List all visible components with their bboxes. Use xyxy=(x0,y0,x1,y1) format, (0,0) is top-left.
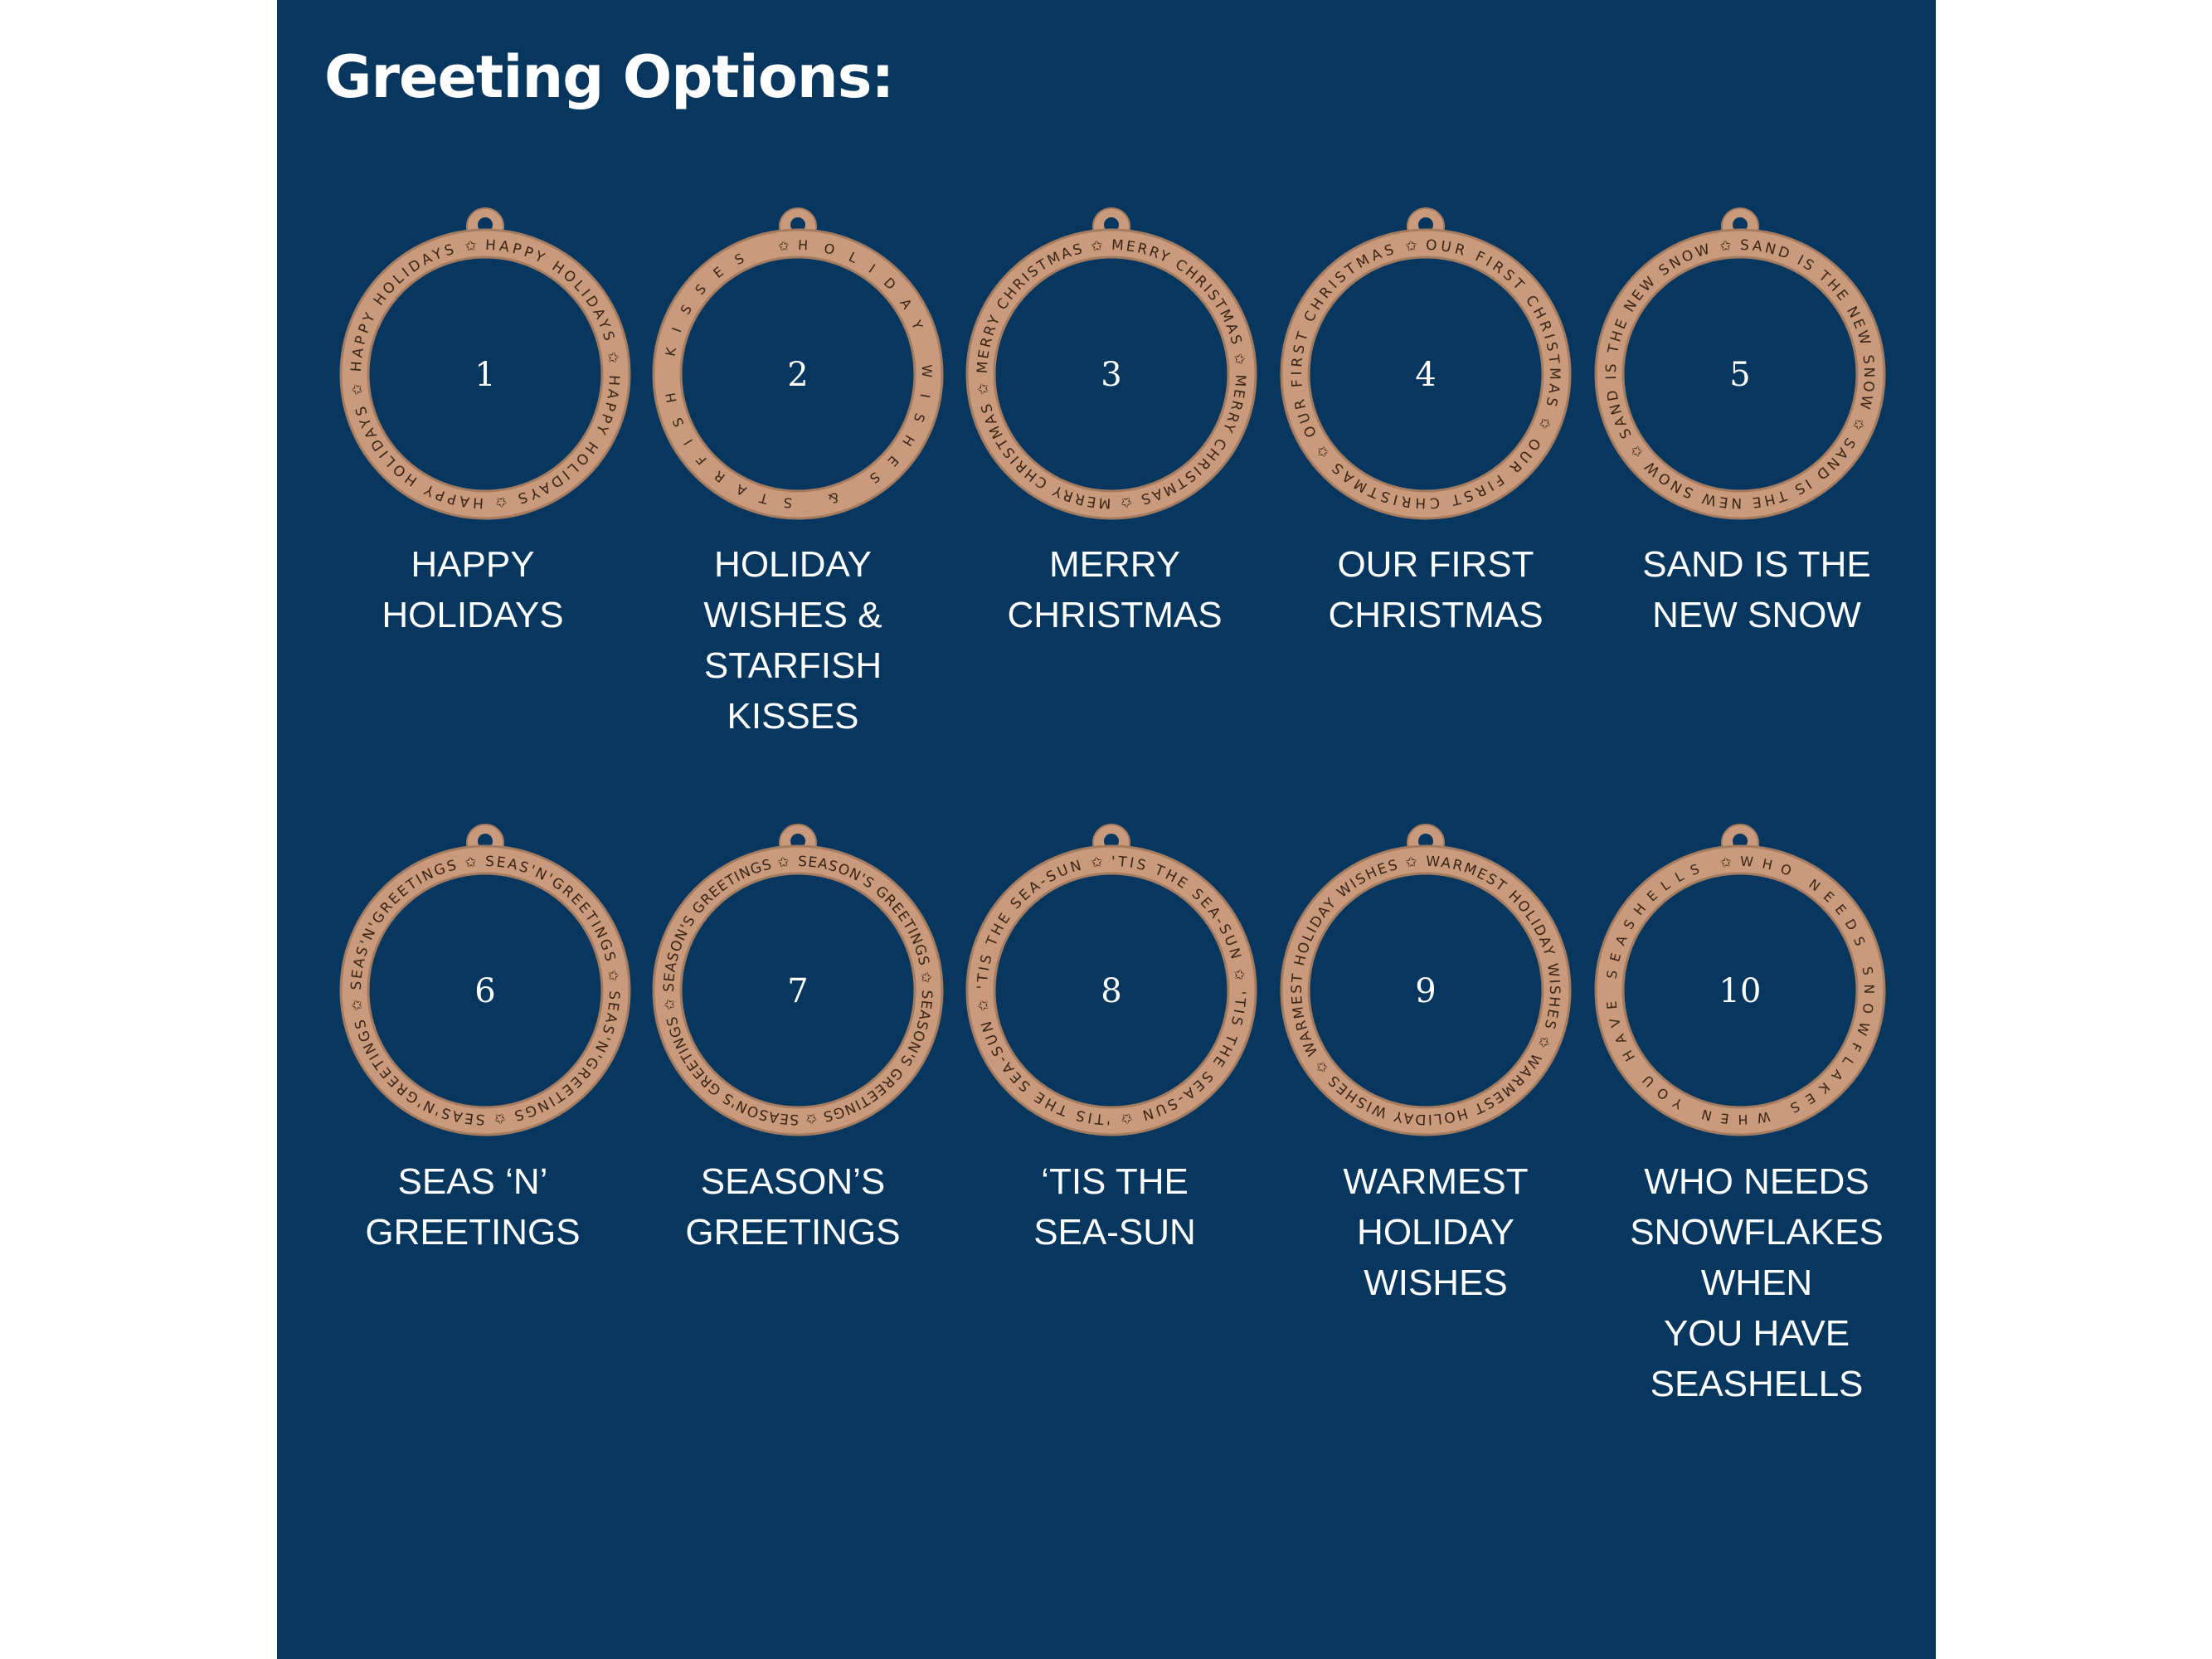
greeting-label: OUR FIRST CHRISTMAS xyxy=(1328,544,1544,635)
ornament-number: 7 xyxy=(787,972,808,1010)
ornament-3: MERRY CHRISTMAS ✩ MERRY CHRISTMAS ✩ MERR… xyxy=(946,200,1277,548)
ornament-10: WHO NEEDS SNOWFLAKES WHEN YOU HAVE SEASH… xyxy=(1574,816,1906,1165)
ornament-5: SAND IS THE NEW SNOW ✩ SAND IS THE NEW S… xyxy=(1574,200,1906,548)
greeting-label: SEAS ‘N’ GREETINGS xyxy=(365,1161,581,1253)
greeting-label: ‘TIS THE SEA-SUN xyxy=(1033,1161,1196,1253)
greeting-label: WHO NEEDS SNOWFLAKES WHEN YOU HAVE SEASH… xyxy=(1630,1161,1884,1404)
ornament-2: HOLIDAY WISHES & STARFISH KISSES ✩ 2 xyxy=(632,200,964,548)
greeting-options-panel: Greeting Options: HAPPY HOLIDAYS ✩ HAPPY… xyxy=(277,0,1936,1659)
ornament-number: 3 xyxy=(1101,356,1121,394)
ornament-number: 6 xyxy=(474,972,495,1010)
ornament-number: 5 xyxy=(1729,356,1750,394)
greeting-label: SEASON’S GREETINGS xyxy=(685,1161,901,1253)
ornament-number: 2 xyxy=(787,356,808,394)
greeting-label: SAND IS THE NEW SNOW xyxy=(1642,544,1871,635)
ornament-number: 1 xyxy=(474,356,495,394)
ornament-6: SEAS'N'GREETINGS ✩ SEAS'N'GREETINGS ✩ SE… xyxy=(319,816,651,1165)
ornament-8: 'TIS THE SEA-SUN ✩ 'TIS THE SEA-SUN ✩ 'T… xyxy=(946,816,1277,1165)
ornament-7: SEASON'S GREETINGS ✩ SEASON'S GREETINGS … xyxy=(632,816,964,1165)
greeting-label: HOLIDAY WISHES & STARFISH KISSES xyxy=(703,544,882,737)
ornament-number: 9 xyxy=(1415,972,1436,1010)
ornament-1: HAPPY HOLIDAYS ✩ HAPPY HOLIDAYS ✩ HAPPY … xyxy=(319,200,651,548)
ornament-number: 10 xyxy=(1719,972,1762,1010)
ornament-9: WARMEST HOLIDAY WISHES ✩ WARMEST HOLIDAY… xyxy=(1260,816,1592,1165)
ornament-4: OUR FIRST CHRISTMAS ✩ OUR FIRST CHRISTMA… xyxy=(1260,200,1592,548)
ornament-number: 8 xyxy=(1101,972,1121,1010)
greeting-label: HAPPY HOLIDAYS xyxy=(382,544,564,635)
page-title: Greeting Options: xyxy=(324,43,894,111)
greeting-label: MERRY CHRISTMAS xyxy=(1007,544,1223,635)
ornament-number: 4 xyxy=(1415,356,1436,394)
greeting-label: WARMEST HOLIDAY WISHES xyxy=(1343,1161,1529,1303)
